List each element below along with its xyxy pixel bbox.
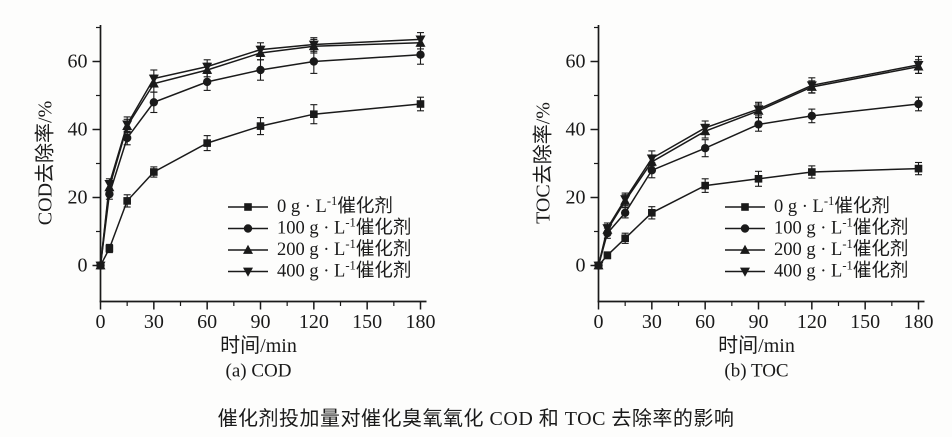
legend-label: 200 g · L-1催化剂 bbox=[774, 237, 908, 260]
x-tick-label: 150 bbox=[850, 311, 880, 333]
legend-label: 0 g · L-1催化剂 bbox=[774, 194, 890, 217]
data-point bbox=[149, 98, 159, 107]
data-point bbox=[105, 244, 114, 253]
data-point bbox=[701, 181, 709, 190]
y-tick-label: 60 bbox=[566, 51, 586, 73]
data-point bbox=[203, 139, 211, 147]
data-point bbox=[415, 35, 426, 45]
data-point bbox=[700, 123, 711, 133]
x-tick-label: 120 bbox=[299, 311, 329, 333]
y-tick-label: 40 bbox=[566, 119, 586, 141]
data-point bbox=[309, 57, 319, 66]
x-tick-label: 90 bbox=[251, 311, 271, 333]
legend-marker bbox=[741, 203, 749, 211]
legend-label: 100 g · L-1催化剂 bbox=[277, 216, 411, 239]
data-point bbox=[754, 120, 763, 129]
data-point bbox=[753, 105, 764, 115]
data-point bbox=[255, 45, 266, 55]
x-tick-label: 180 bbox=[904, 311, 934, 333]
x-tick-label: 90 bbox=[749, 311, 769, 333]
series-line-3 bbox=[99, 38, 421, 266]
x-tick-label: 0 bbox=[96, 311, 106, 333]
series-line-0 bbox=[99, 103, 421, 266]
data-point bbox=[620, 208, 630, 217]
series-line-2 bbox=[99, 42, 421, 266]
legend-marker bbox=[243, 244, 253, 254]
x-tick-label: 60 bbox=[197, 311, 217, 333]
data-point bbox=[202, 62, 213, 72]
x-tick-label: 60 bbox=[695, 311, 715, 333]
data-point bbox=[256, 65, 265, 75]
data-point bbox=[123, 197, 131, 205]
data-point bbox=[256, 122, 265, 130]
figure-caption: 催化剂投加量对催化臭氧氧化 COD 和 TOC 去除率的影响 bbox=[217, 408, 735, 430]
data-point bbox=[602, 224, 613, 234]
data-point bbox=[914, 99, 923, 109]
x-tick-label: 120 bbox=[797, 311, 827, 333]
legend-marker bbox=[243, 224, 253, 233]
data-point bbox=[416, 100, 425, 108]
x-tick-label: 150 bbox=[352, 311, 382, 333]
data-point bbox=[95, 261, 106, 271]
data-point bbox=[754, 175, 763, 183]
data-point bbox=[593, 261, 604, 271]
y-tick-label: 0 bbox=[78, 255, 88, 277]
legend-label: 200 g · L-1催化剂 bbox=[277, 237, 411, 260]
x-tick-label: 30 bbox=[144, 311, 164, 333]
legend-label: 400 g · L-1催化剂 bbox=[277, 259, 411, 282]
chart-a: 0 20 40 60 0 30 60 90 120 150 180 时间/min (a) COD COD去… bbox=[34, 25, 436, 381]
y-axis-title: TOC去除率/% bbox=[532, 102, 555, 224]
y-tick-label: 0 bbox=[576, 255, 586, 277]
data-point bbox=[913, 61, 924, 71]
data-point bbox=[308, 40, 319, 50]
legend-marker bbox=[740, 244, 750, 254]
data-point bbox=[310, 110, 318, 118]
legend-marker bbox=[740, 267, 750, 277]
data-point bbox=[700, 144, 710, 153]
x-axis-title: 时间/min bbox=[718, 334, 795, 357]
x-axis-title: 时间/min bbox=[220, 334, 297, 357]
data-point bbox=[807, 111, 817, 121]
y-tick-label: 60 bbox=[68, 51, 88, 73]
y-tick-label: 40 bbox=[68, 119, 88, 141]
data-point bbox=[621, 234, 629, 243]
legend-marker bbox=[740, 224, 750, 233]
data-point bbox=[416, 50, 425, 59]
data-point bbox=[104, 180, 115, 190]
chart-b: 0 20 40 60 0 30 60 90 120 150 180 时间/min (b) TOC TOC去… bbox=[532, 25, 934, 381]
series-line-1 bbox=[597, 103, 919, 266]
panel-label: (b) TOC bbox=[724, 360, 788, 381]
data-point bbox=[648, 209, 656, 217]
x-tick-label: 0 bbox=[594, 311, 604, 333]
data-point bbox=[806, 81, 817, 91]
data-point bbox=[914, 164, 923, 173]
data-point bbox=[620, 195, 631, 205]
y-axis-title: COD去除率/% bbox=[34, 101, 57, 225]
data-point bbox=[603, 251, 612, 260]
legend-label: 0 g · L-1催化剂 bbox=[277, 194, 393, 217]
panel-label: (a) COD bbox=[226, 360, 292, 381]
legend-marker bbox=[244, 203, 252, 211]
legend-marker bbox=[243, 267, 253, 277]
x-tick-label: 30 bbox=[642, 311, 662, 333]
data-point bbox=[148, 74, 159, 84]
series-line-1 bbox=[99, 53, 421, 266]
data-point bbox=[202, 77, 212, 87]
legend-label: 400 g · L-1催化剂 bbox=[774, 259, 908, 282]
data-point bbox=[122, 120, 133, 130]
data-point bbox=[808, 168, 816, 176]
y-tick-label: 20 bbox=[68, 187, 88, 209]
legend-label: 100 g · L-1催化剂 bbox=[774, 216, 908, 239]
x-tick-label: 180 bbox=[406, 311, 436, 333]
data-point bbox=[646, 154, 657, 164]
data-point bbox=[150, 168, 158, 176]
charts-svg: 0 20 40 60 0 30 60 90 120 150 180 时间/min (a) COD COD去… bbox=[34, 25, 934, 381]
y-tick-label: 20 bbox=[566, 187, 586, 209]
